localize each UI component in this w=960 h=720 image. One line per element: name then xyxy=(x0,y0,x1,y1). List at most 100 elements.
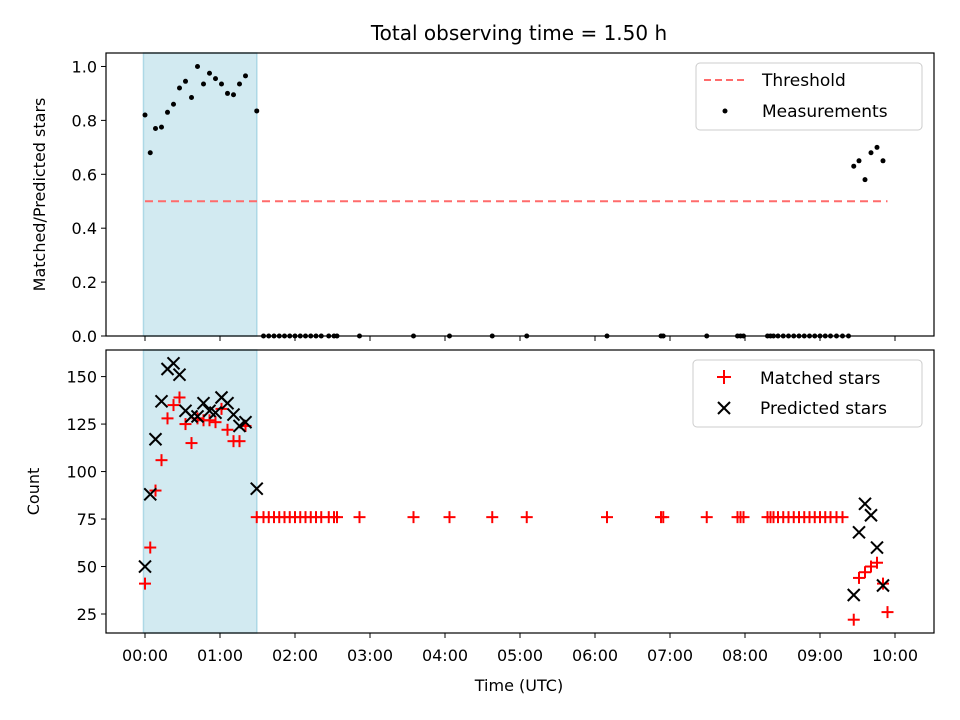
y-tick-label: 0.2 xyxy=(72,273,97,292)
x-tick-label: 04:00 xyxy=(422,646,468,665)
x-tick-label: 05:00 xyxy=(497,646,543,665)
y-tick-label: 1.0 xyxy=(72,57,97,76)
matched-point xyxy=(221,423,234,436)
predicted-point xyxy=(172,367,187,382)
predicted-point xyxy=(847,588,861,602)
measurement-point xyxy=(142,112,148,118)
x-tick-label: 08:00 xyxy=(722,646,768,665)
predicted-point xyxy=(138,559,152,574)
top-legend-threshold-label: Threshold xyxy=(761,71,846,91)
y-tick-label: 75 xyxy=(77,510,97,529)
predicted-point xyxy=(858,497,872,511)
matched-point xyxy=(443,511,456,524)
measurement-point xyxy=(856,158,862,164)
chart-title: Total observing time = 1.50 h xyxy=(370,21,667,45)
measurement-point xyxy=(225,90,230,96)
top-panel-frame xyxy=(105,52,935,337)
measurement-point xyxy=(219,81,224,87)
measurement-point xyxy=(231,92,236,98)
matched-point xyxy=(847,613,860,626)
measurement-point xyxy=(177,85,182,91)
top-panel-shaded-span xyxy=(142,52,258,337)
y-tick-label: 25 xyxy=(77,605,97,624)
matched-point xyxy=(853,571,865,584)
measurement-point xyxy=(165,109,170,115)
y-tick-label: 0.8 xyxy=(72,111,97,130)
bottom-y-axis-label: Count xyxy=(24,468,43,516)
predicted-point xyxy=(148,432,163,446)
predicted-point xyxy=(208,405,223,420)
matched-point xyxy=(173,391,186,404)
predicted-point xyxy=(184,409,199,424)
y-tick-label: 0.4 xyxy=(72,219,97,238)
matched-point xyxy=(700,511,713,524)
predicted-point xyxy=(232,419,247,433)
y-tick-label: 100 xyxy=(66,463,97,482)
matched-point xyxy=(486,511,499,524)
bottom-panel: 25 50 75 100 125 150 00:00 01:00 02:00 03:00 04:0… xyxy=(24,349,935,695)
measurement-point xyxy=(171,101,176,107)
matched-point xyxy=(185,437,198,450)
y-tick-label: 50 xyxy=(77,558,97,577)
predicted-point xyxy=(220,396,235,410)
matched-point xyxy=(233,435,246,448)
bottom-legend-matched-label: Matched stars xyxy=(760,369,880,389)
predicted-point xyxy=(190,409,205,424)
x-tick-label: 01:00 xyxy=(197,646,243,665)
measurement-point xyxy=(213,76,218,82)
x-axis-label: Time (UTC) xyxy=(474,676,563,695)
predicted-point xyxy=(226,407,241,422)
measurement-point xyxy=(189,94,194,100)
x-tick-label: 06:00 xyxy=(572,646,618,665)
x-tick-label: 03:00 xyxy=(347,646,393,665)
x-tick-label: 07:00 xyxy=(647,646,693,665)
matched-point xyxy=(179,418,192,431)
measurement-point xyxy=(851,163,857,169)
x-tick-label: 09:00 xyxy=(797,646,843,665)
matched-point xyxy=(877,577,889,590)
matched-point xyxy=(209,416,222,429)
measurement-point xyxy=(880,158,886,164)
predicted-point xyxy=(250,481,264,496)
top-legend-frame xyxy=(695,62,923,131)
bottom-legend-matched-swatch xyxy=(717,370,731,384)
measurement-point xyxy=(868,150,874,156)
bottom-legend-predicted-label: Predicted stars xyxy=(760,399,887,419)
bottom-legend: Matched stars Predicted stars xyxy=(692,359,923,428)
predicted-point xyxy=(870,540,884,555)
predicted-point xyxy=(876,578,890,593)
bottom-panel-shaded-span xyxy=(142,349,258,634)
matched-point xyxy=(331,511,343,524)
matched-point xyxy=(161,412,174,425)
predicted-point xyxy=(238,415,253,429)
top-y-axis-label: Matched/Predicted stars xyxy=(30,98,49,292)
matched-point xyxy=(149,484,162,497)
matched-point xyxy=(871,556,883,569)
bottom-legend-frame xyxy=(692,359,923,428)
y-tick-label: 0.6 xyxy=(72,165,97,184)
matched-point xyxy=(836,511,849,524)
top-legend: Threshold Measurements xyxy=(695,62,923,131)
predicted-point xyxy=(166,356,181,371)
measurement-point xyxy=(874,144,880,150)
top-panel: 0.0 0.2 0.4 0.6 0.8 1.0 Matched/Predicted sta… xyxy=(30,52,935,346)
y-tick-label: 150 xyxy=(66,368,97,387)
matched-point xyxy=(407,511,420,524)
matched-point xyxy=(203,414,216,427)
predicted-point xyxy=(154,394,169,408)
measurement-point xyxy=(183,78,188,84)
y-tick-label: 125 xyxy=(66,415,97,434)
measurement-point xyxy=(237,81,242,87)
matched-point xyxy=(155,454,168,467)
measurement-point xyxy=(201,81,206,87)
x-tick-label: 02:00 xyxy=(272,646,318,665)
top-legend-measurements-swatch xyxy=(722,108,728,114)
measurement-point xyxy=(159,124,164,130)
matched-point xyxy=(520,511,533,524)
matched-point xyxy=(353,511,366,524)
bottom-panel-frame xyxy=(105,349,935,634)
predicted-point xyxy=(196,396,211,410)
matched-point xyxy=(657,511,670,524)
matched-point xyxy=(859,566,871,579)
predicted-point xyxy=(143,487,157,502)
